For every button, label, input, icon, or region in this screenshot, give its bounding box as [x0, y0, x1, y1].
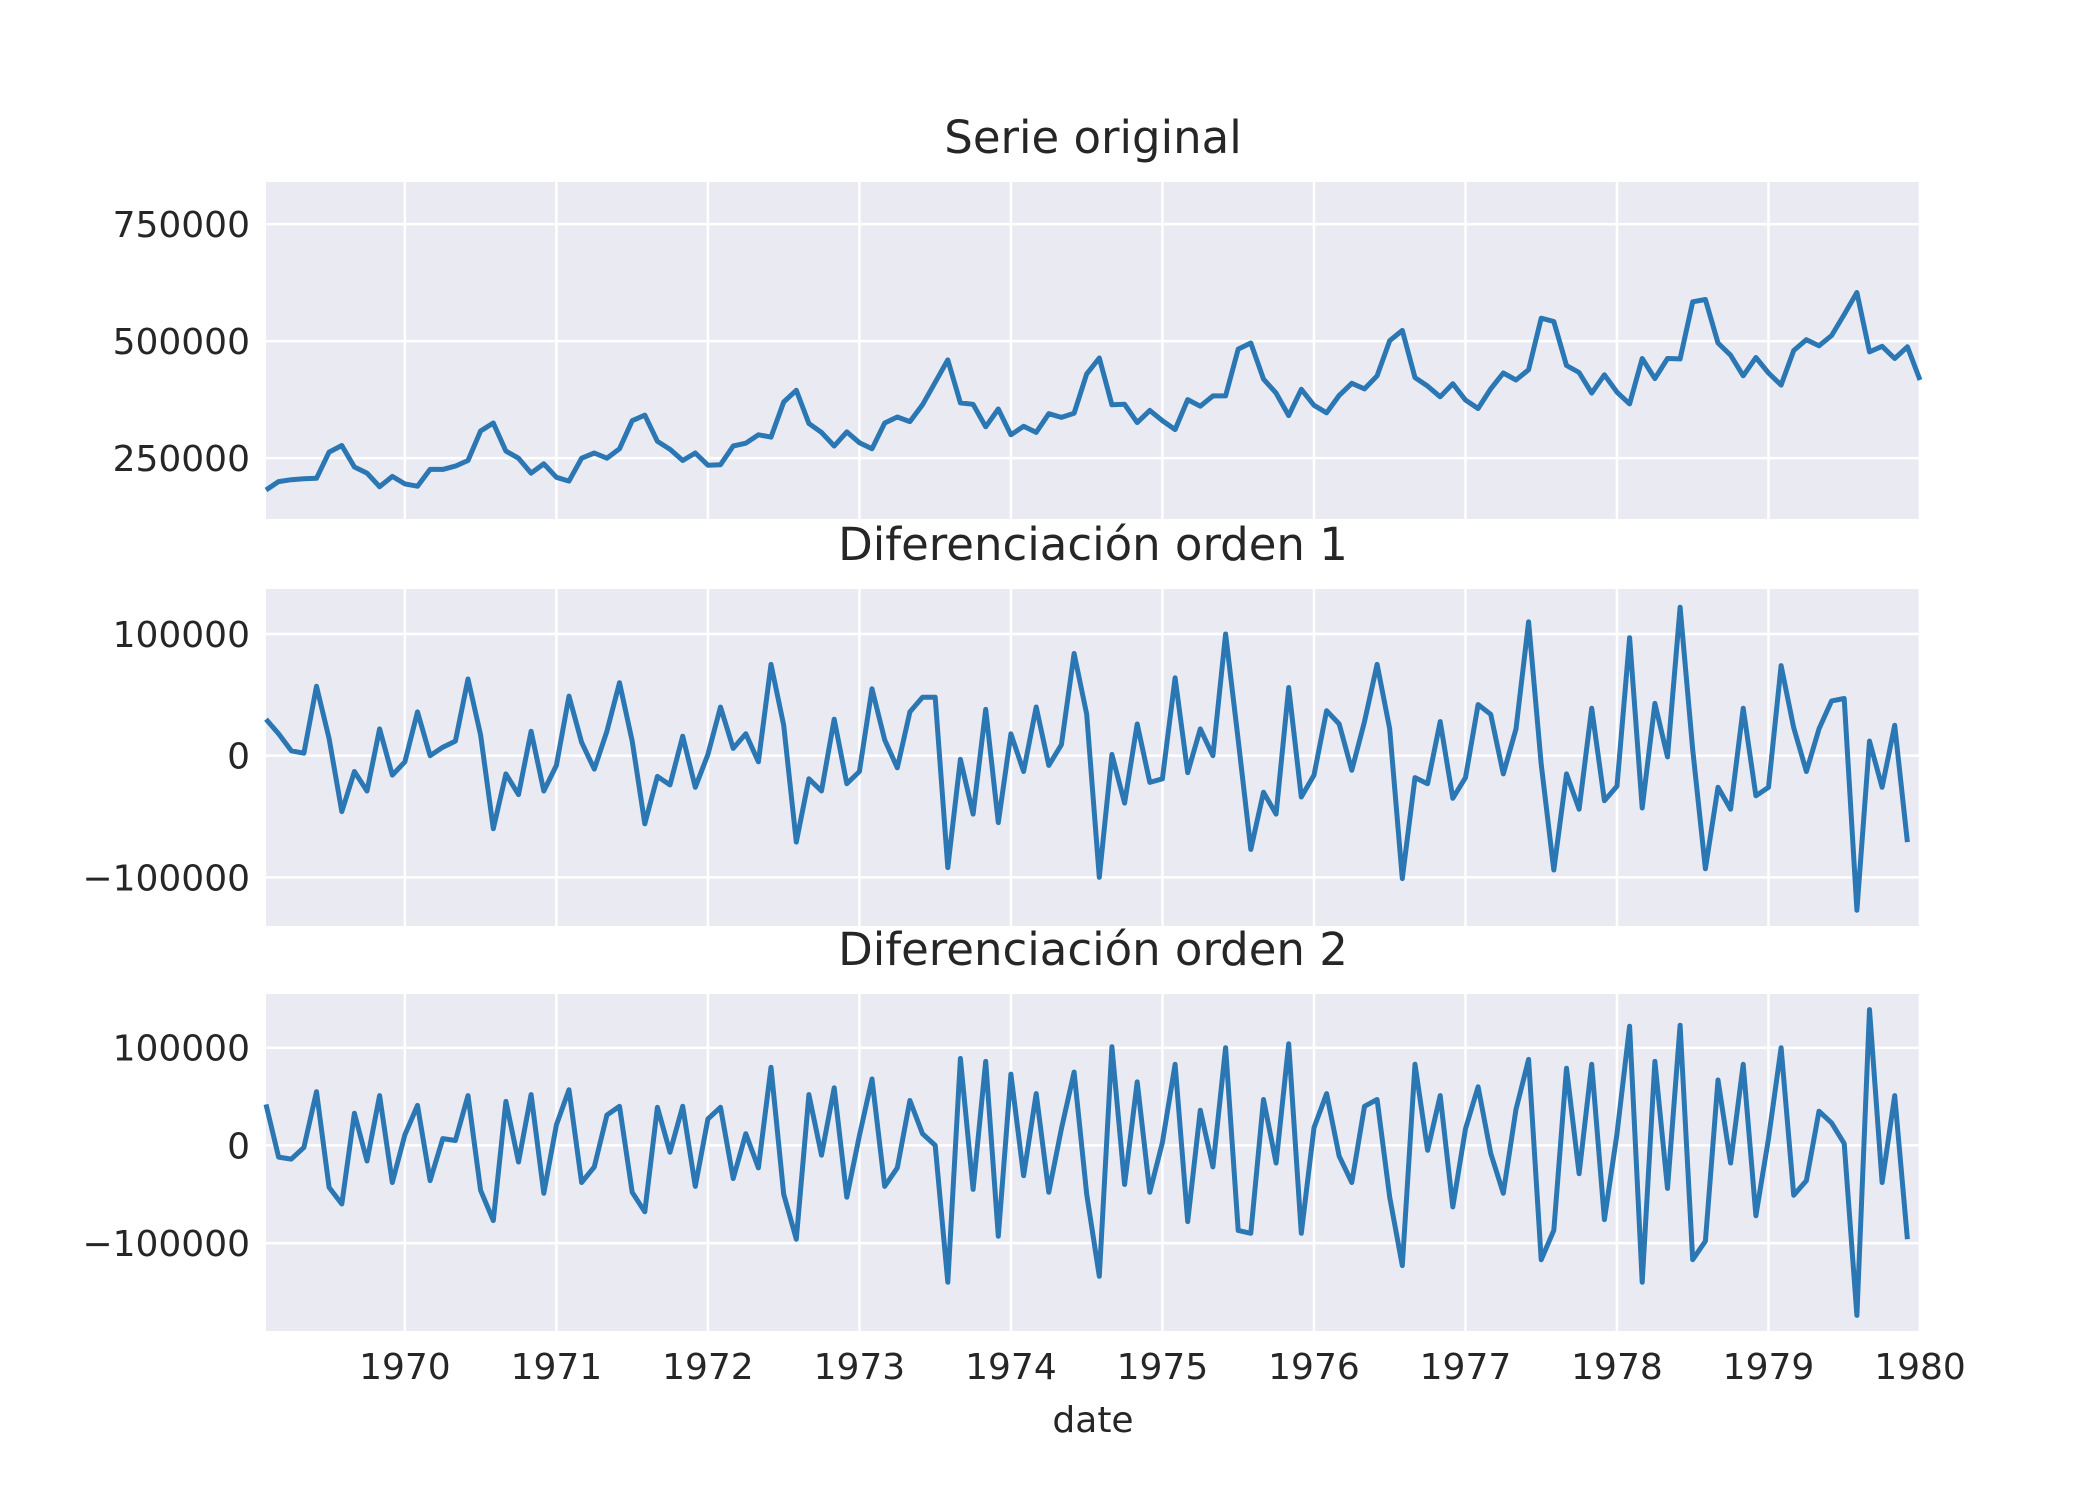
x-tick-label: 1977: [1420, 1347, 1512, 1388]
x-tick-label: 1973: [814, 1347, 906, 1388]
x-tick-label: 1970: [359, 1347, 451, 1388]
panel-diferenciacion-orden-1: Diferenciación orden 1 −100000 0 100000: [82, 518, 1922, 926]
series-line: [264, 604, 1910, 913]
y-tick-label: 0: [227, 737, 250, 778]
panel-title: Serie original: [944, 111, 1241, 164]
x-tick-label: 1971: [511, 1347, 603, 1388]
y-tick-label: 500000: [113, 322, 250, 363]
x-tick-label: 1980: [1874, 1347, 1966, 1388]
x-tick-label: 1979: [1723, 1347, 1815, 1388]
panel-diferenciacion-orden-2: Diferenciación orden 2 −100000 0 100000 197…: [82, 923, 1965, 1388]
x-tick-label: 1974: [965, 1347, 1057, 1388]
y-tick-label: 750000: [113, 205, 250, 246]
panel-title: Diferenciación orden 1: [838, 518, 1348, 571]
series-line: [263, 1007, 1910, 1318]
y-tick-label: −100000: [82, 858, 250, 899]
y-tick-label: 0: [227, 1126, 250, 1167]
x-tick-label: 1976: [1268, 1347, 1360, 1388]
plot-area: [266, 589, 1920, 926]
x-tick-label: 1978: [1571, 1347, 1663, 1388]
panel-title: Diferenciación orden 2: [838, 923, 1348, 976]
series-line: [264, 290, 1923, 493]
panel-serie-original: Serie original 250000 500000 750000: [113, 111, 1923, 519]
x-tick-label: 1975: [1117, 1347, 1209, 1388]
y-tick-label: −100000: [82, 1224, 250, 1265]
y-tick-label: 100000: [113, 615, 250, 656]
y-tick-label: 250000: [113, 439, 250, 480]
plot-area: [266, 182, 1920, 519]
x-tick-label: 1972: [662, 1347, 754, 1388]
y-tick-label: 100000: [113, 1029, 250, 1070]
x-axis-label: date: [1052, 1400, 1133, 1441]
